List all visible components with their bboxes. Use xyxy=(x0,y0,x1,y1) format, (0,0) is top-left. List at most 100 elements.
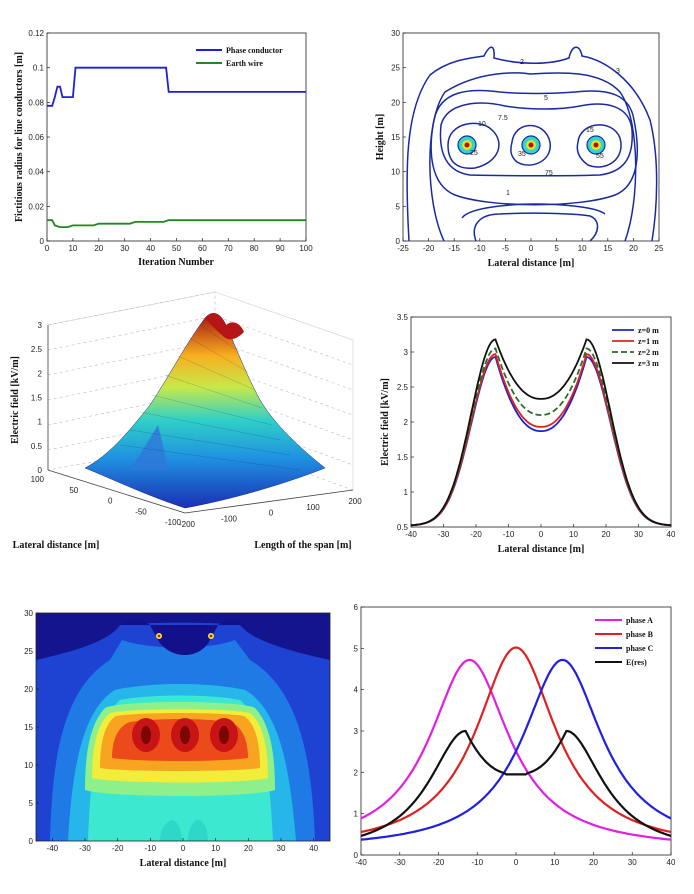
x-tick-label: -20 xyxy=(423,244,435,253)
x-tick-label: 20 xyxy=(629,244,638,253)
contour-bottom-2 xyxy=(473,212,599,242)
p2-spot-mid-core xyxy=(528,142,534,148)
p5-ground-lobes xyxy=(160,820,208,841)
p3-y-tick-label: -100 xyxy=(165,518,182,527)
y-tick-label: 0 xyxy=(40,237,45,246)
p6-series-phase-c xyxy=(360,658,672,841)
x-tick-label: 15 xyxy=(603,244,612,253)
p6-legend-label: phase C xyxy=(626,644,654,653)
p6-frame xyxy=(360,606,672,856)
y-tick-label: 3 xyxy=(404,348,409,357)
x-tick-label: 30 xyxy=(628,858,637,867)
y-tick-label: 0.06 xyxy=(28,133,44,142)
p3-y-tick-label: -50 xyxy=(135,507,147,516)
p6-series-e-res xyxy=(360,729,672,838)
panel-surface-chart: 00.511.522.53100500-50-100-200-100010020… xyxy=(10,291,362,551)
x-tick-label: -15 xyxy=(448,244,460,253)
p5-heatmap xyxy=(36,613,330,841)
p6-legend-label: phase B xyxy=(626,630,654,639)
x-tick-label: -10 xyxy=(503,530,515,539)
x-tick-label: -30 xyxy=(79,844,91,853)
panel-field-profile-chart: -40 -30 -20 -10 0 10 20 30 40 0.5 1 1.5 2 2.5 3 3.5 z=0… xyxy=(380,313,676,555)
p4-legend: z=0 m z=1 m z=2 m z=3 m xyxy=(612,326,659,368)
y-tick-label: 30 xyxy=(391,29,400,38)
p2-xlabel: Lateral distance [m] xyxy=(488,258,575,269)
p3-z-tick-label: 2.5 xyxy=(31,345,43,354)
p3-surface-ridge xyxy=(130,425,168,470)
p2-label-15: 15 xyxy=(586,127,594,134)
p6-legend-label: phase A xyxy=(626,616,653,625)
p4-legend-label: z=2 m xyxy=(638,348,659,357)
y-tick-label: 2.5 xyxy=(397,383,409,392)
x-tick-label: 70 xyxy=(224,244,233,253)
p4-series-z0 xyxy=(410,355,672,527)
x-tick-label: -5 xyxy=(502,244,510,253)
p2-label-2-top: 2 xyxy=(520,59,524,66)
x-tick-label: 40 xyxy=(667,858,676,867)
p3-x-tick-label: 0 xyxy=(269,509,274,518)
contour-level-7.5 xyxy=(439,102,633,177)
p2-label-75: 75 xyxy=(545,170,553,177)
x-tick-label: 0 xyxy=(514,858,519,867)
p6-series-phase-b xyxy=(360,646,672,834)
x-tick-label: 0 xyxy=(45,244,50,253)
y-tick-label: 0.1 xyxy=(33,64,45,73)
p4-legend-label: z=1 m xyxy=(638,337,659,346)
x-tick-label: 40 xyxy=(667,530,676,539)
p3-mesh xyxy=(119,324,301,471)
x-tick-label: -10 xyxy=(471,858,483,867)
x-tick-label: -10 xyxy=(474,244,486,253)
x-tick-label: 20 xyxy=(244,844,253,853)
p3-x-tick-label: -200 xyxy=(179,520,196,529)
p3-surface-main xyxy=(84,313,326,509)
x-tick-label: 30 xyxy=(634,530,643,539)
y-tick-label: 0.04 xyxy=(28,168,44,177)
y-tick-label: 15 xyxy=(391,133,400,142)
y-tick-label: 0 xyxy=(354,851,359,860)
x-tick-label: 40 xyxy=(146,244,155,253)
p4-legend-label: z=3 m xyxy=(638,359,659,368)
y-tick-label: 0 xyxy=(29,837,34,846)
y-tick-label: 3 xyxy=(354,727,359,736)
x-tick-label: 20 xyxy=(589,858,598,867)
contour-level-5 xyxy=(430,89,639,206)
p4-legend-label: z=0 m xyxy=(638,326,659,335)
p3-surface-peaks xyxy=(205,313,244,340)
x-tick-label: 25 xyxy=(655,244,664,253)
p3-x-tick-label: 100 xyxy=(306,503,320,512)
x-tick-label: -20 xyxy=(112,844,124,853)
p3-x-tick-label: 200 xyxy=(348,497,362,506)
y-tick-label: 0 xyxy=(396,237,401,246)
p1-legend: Phase conductor Earth wire xyxy=(196,46,283,68)
y-tick-label: 2 xyxy=(354,768,359,777)
y-tick-label: 2 xyxy=(404,418,409,427)
x-tick-label: -10 xyxy=(145,844,157,853)
contour-bottom-3 xyxy=(461,203,606,219)
y-tick-label: 1 xyxy=(354,810,359,819)
y-tick-label: 5 xyxy=(29,799,34,808)
p2-spot-left-core xyxy=(464,142,470,148)
p3-x-tick-label: -100 xyxy=(221,514,238,523)
p4-xlabel: Lateral distance [m] xyxy=(498,544,585,555)
p3-y-axis xyxy=(47,469,186,514)
p2-label-55: 55 xyxy=(596,153,604,160)
p2-label-10: 10 xyxy=(478,121,486,128)
p3-y-tick-label: 100 xyxy=(31,475,45,484)
x-tick-label: -40 xyxy=(355,858,367,867)
y-tick-label: 5 xyxy=(354,644,359,653)
p2-label-25: 25 xyxy=(470,150,478,157)
y-tick-label: 20 xyxy=(391,98,400,107)
y-tick-label: 10 xyxy=(24,761,33,770)
x-tick-label: 30 xyxy=(120,244,129,253)
p3-ylabel: Lateral distance [m] xyxy=(13,540,100,551)
p1-series-earth-wire xyxy=(47,219,306,229)
p4-series-z1 xyxy=(410,353,672,527)
y-tick-label: 6 xyxy=(354,603,359,612)
p3-z-tick-label: 1.5 xyxy=(31,394,43,403)
y-tick-label: 10 xyxy=(391,168,400,177)
p2-spot-right-core xyxy=(593,142,599,148)
p1-legend-earth: Earth wire xyxy=(226,59,263,68)
p2-label-35: 35 xyxy=(518,151,526,158)
y-tick-label: 5 xyxy=(396,202,401,211)
